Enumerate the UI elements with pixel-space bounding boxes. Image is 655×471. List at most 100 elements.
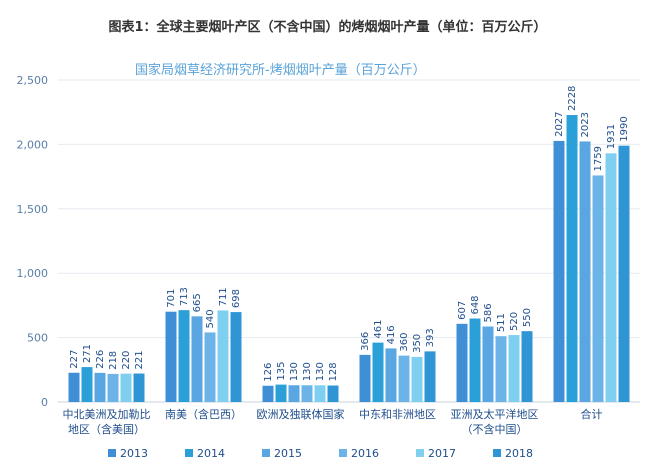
data-label: 360 [399,333,410,352]
data-label: 1759 [593,146,604,171]
data-label: 2027 [554,111,565,136]
data-label: 226 [95,350,106,369]
bar [275,384,287,402]
data-label: 665 [192,293,203,312]
bar [456,323,468,402]
bar [385,348,397,402]
data-label: 550 [522,308,533,327]
bar [81,367,93,402]
data-label: 2023 [580,112,591,137]
bar [120,373,132,402]
data-label: 130 [289,362,300,381]
bar [553,140,565,402]
data-label: 218 [108,351,119,370]
bar [359,354,371,402]
bar [68,372,80,402]
bar [191,316,203,402]
bar [262,385,274,402]
data-label: 1990 [619,116,630,141]
x-category-label: 中东和非洲地区 [359,408,436,421]
data-label: 540 [205,309,216,328]
page-title: 图表1：全球主要烟叶产区（不含中国）的烤烟烟叶产量（单位：百万公斤） [108,20,547,35]
data-label: 461 [373,320,384,339]
bar [165,311,177,402]
bar [372,342,384,402]
legend-swatch [185,449,193,457]
data-label: 511 [496,313,507,332]
legend-swatch [493,449,501,457]
bar [566,115,578,402]
bar [592,175,604,402]
bar [314,385,326,402]
x-category-label: 亚洲及太平洋地区 [451,407,539,421]
legend-label: 2018 [505,447,533,460]
data-label: 227 [69,350,80,369]
legend-label: 2017 [428,447,456,460]
bar [482,326,494,402]
data-label: 128 [328,362,339,381]
data-label: 220 [121,351,132,370]
bar [508,335,520,402]
data-label: 130 [302,362,313,381]
legend-swatch [339,449,347,457]
data-label: 607 [457,301,468,320]
bar [495,336,507,402]
x-category-label: 地区（含美国） [68,422,145,436]
data-label: 126 [263,363,274,382]
chart-subtitle: 国家局烟草经济研究所-烤烟烟叶产量（百万公斤） [135,62,426,78]
x-category-label: （不含中国） [462,422,528,436]
y-tick-label: 500 [27,332,48,345]
data-label: 366 [360,332,371,351]
data-label: 130 [315,362,326,381]
x-category-label: 合计 [581,407,603,421]
data-label: 221 [134,350,145,369]
bar [521,331,533,402]
y-tick-label: 2,000 [17,138,49,151]
bar [579,141,591,402]
data-label: 586 [483,303,494,322]
bar [301,385,313,402]
y-tick-label: 0 [41,396,48,409]
data-label: 698 [231,289,242,308]
data-label: 2228 [567,86,578,111]
legend-swatch [262,449,270,457]
data-label: 416 [386,325,397,344]
bar [217,310,229,402]
bar [469,318,481,402]
data-label: 711 [218,287,229,306]
bar [178,310,190,402]
bar [107,373,119,402]
bar [605,153,617,402]
data-label: 393 [425,328,436,347]
bar [398,355,410,402]
y-tick-label: 2,500 [17,74,49,87]
legend-swatch [108,449,116,457]
bar [618,145,630,403]
bar [133,373,145,402]
x-category-label: 中北美洲及加勒比 [63,408,151,421]
x-category-label: 南美（含巴西） [165,407,242,421]
bar [94,372,106,402]
bar [327,385,339,402]
data-label: 713 [179,287,190,306]
data-label: 701 [166,289,177,308]
bar [230,312,242,402]
bar [204,332,216,402]
legend-swatch [416,449,424,457]
y-tick-label: 1,500 [17,203,49,216]
bar [424,351,436,402]
legend-label: 2014 [197,447,225,460]
y-tick-label: 1,000 [17,267,49,280]
legend-label: 2015 [274,447,302,460]
legend-label: 2013 [120,447,148,460]
x-category-label: 欧洲及独联体国家 [257,407,345,421]
bar [411,356,423,402]
bar [288,385,300,402]
legend-label: 2016 [351,447,379,460]
data-label: 648 [470,295,481,314]
data-label: 1931 [606,124,617,149]
data-label: 135 [276,362,287,381]
data-label: 271 [82,344,93,363]
data-label: 520 [509,312,520,331]
